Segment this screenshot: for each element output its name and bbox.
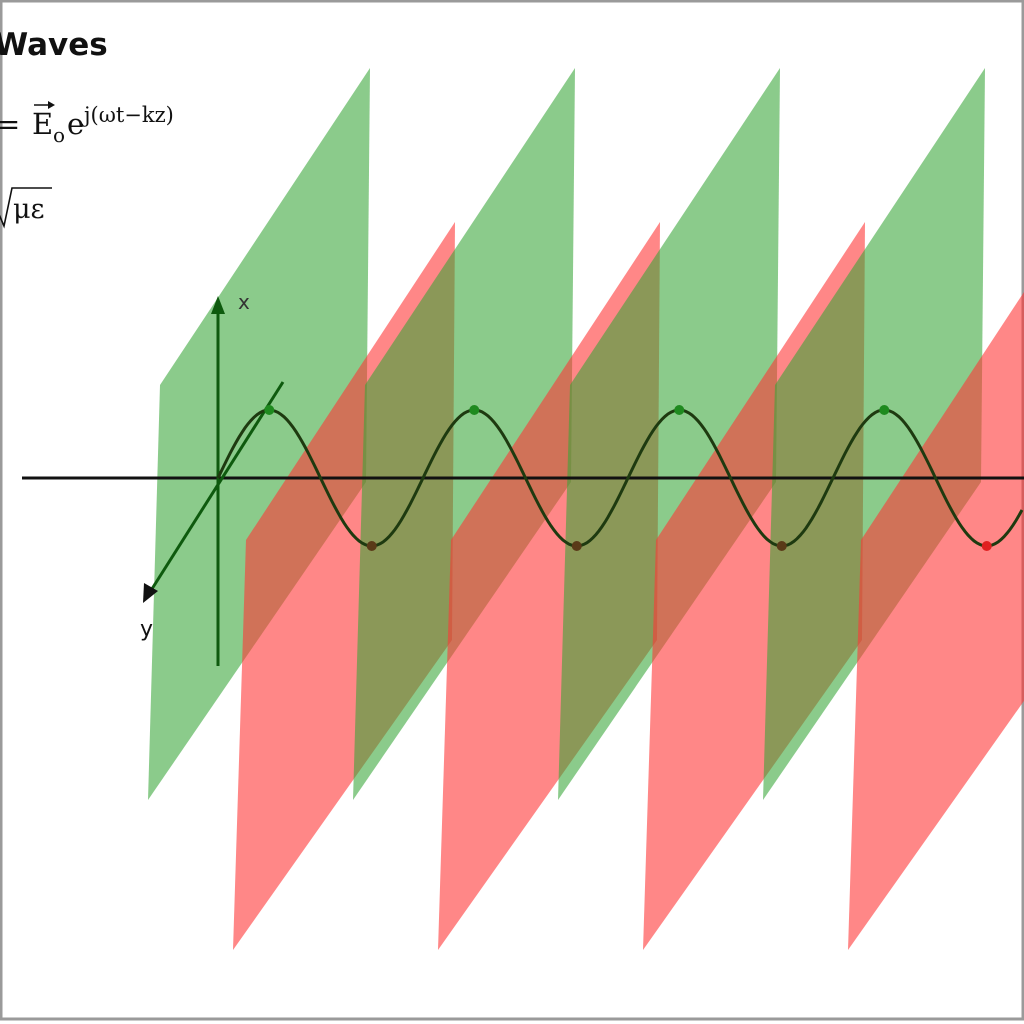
peak-dot bbox=[879, 405, 890, 415]
trough-dot bbox=[571, 541, 582, 551]
trough-dot bbox=[366, 541, 377, 551]
x-axis-arrow bbox=[211, 296, 225, 314]
magnetic-plane bbox=[848, 291, 1024, 950]
base: e bbox=[67, 107, 84, 141]
wave-dots bbox=[264, 405, 992, 551]
y-axis-arrow bbox=[143, 583, 158, 603]
peak-dot bbox=[469, 405, 480, 415]
field: E bbox=[32, 107, 53, 141]
electric-plane bbox=[763, 68, 985, 800]
peak-dot bbox=[674, 405, 685, 415]
field-sub: o bbox=[53, 123, 65, 147]
planes bbox=[148, 68, 1024, 950]
electric-plane bbox=[558, 68, 780, 800]
title: Waves bbox=[0, 27, 108, 63]
equation-field: = E o e j(ωt−kz) bbox=[0, 101, 174, 147]
trough-dot bbox=[776, 541, 787, 551]
electric-plane bbox=[353, 68, 575, 800]
x-axis-label: x bbox=[238, 290, 250, 314]
peak-dot bbox=[264, 405, 275, 415]
equals: = bbox=[0, 107, 20, 141]
radicand: με bbox=[13, 194, 45, 225]
vector-arrowhead bbox=[48, 101, 55, 109]
exponent: j(ωt−kz) bbox=[81, 103, 174, 127]
y-axis-label: y bbox=[140, 617, 153, 642]
electric-plane bbox=[148, 68, 370, 800]
y-axis bbox=[148, 381, 285, 593]
trough-dot bbox=[981, 541, 992, 551]
equation-speed: με bbox=[0, 187, 52, 229]
sqrt-sign bbox=[0, 187, 52, 229]
